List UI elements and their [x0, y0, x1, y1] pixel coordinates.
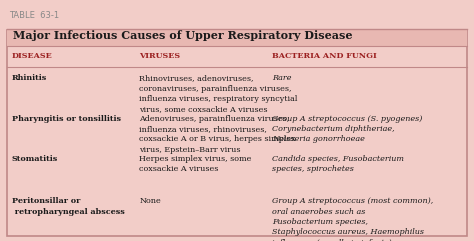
Text: Stomatitis: Stomatitis	[12, 155, 58, 163]
Text: BACTERIA AND FUNGI: BACTERIA AND FUNGI	[272, 52, 376, 60]
FancyBboxPatch shape	[7, 30, 467, 236]
Text: Rare: Rare	[272, 74, 292, 82]
Text: Group A streptococcus (most common),
oral anaerobes such as
Fusobacterium specie: Group A streptococcus (most common), ora…	[272, 197, 433, 241]
Text: Group A streptococcus (S. pyogenes)
Corynebacterium diphtheriae,
Neisseria gonor: Group A streptococcus (S. pyogenes) Cory…	[272, 115, 422, 143]
Text: DISEASE: DISEASE	[12, 52, 53, 60]
Text: Major Infectious Causes of Upper Respiratory Disease: Major Infectious Causes of Upper Respira…	[13, 29, 353, 40]
Text: Rhinoviruses, adenoviruses,
coronaviruses, parainfluenza viruses,
influenza viru: Rhinoviruses, adenoviruses, coronaviruse…	[139, 74, 298, 114]
Text: Adenoviruses, parainfluenza viruses,
influenza viruses, rhinoviruses,
coxsackie : Adenoviruses, parainfluenza viruses, inf…	[139, 115, 296, 154]
Text: Herpes simplex virus, some
coxsackie A viruses: Herpes simplex virus, some coxsackie A v…	[139, 155, 252, 173]
Text: Pharyngitis or tonsillitis: Pharyngitis or tonsillitis	[12, 115, 121, 123]
Text: TABLE  63-1: TABLE 63-1	[9, 11, 60, 20]
FancyBboxPatch shape	[7, 29, 467, 46]
Text: None: None	[139, 197, 161, 205]
Text: Candida species, Fusobacterium
species, spirochetes: Candida species, Fusobacterium species, …	[272, 155, 404, 173]
Text: VIRUSES: VIRUSES	[139, 52, 181, 60]
Text: Peritonsillar or
 retropharyngeal abscess: Peritonsillar or retropharyngeal abscess	[12, 197, 125, 216]
Text: Rhinitis: Rhinitis	[12, 74, 47, 82]
